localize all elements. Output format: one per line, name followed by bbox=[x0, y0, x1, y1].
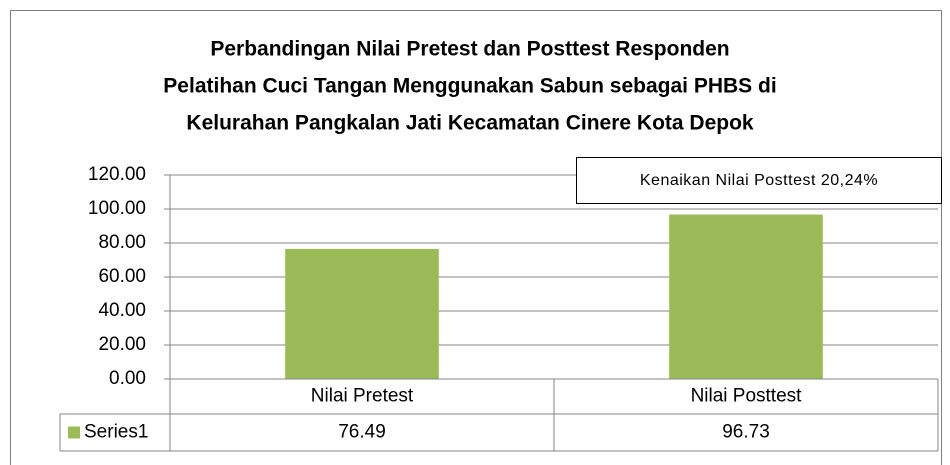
table-value: 76.49 bbox=[338, 422, 386, 443]
y-tick-label: 120.00 bbox=[88, 164, 146, 185]
annotation: Kenaikan Nilai Posttest 20,24% bbox=[640, 172, 878, 189]
y-tick-label: 100.00 bbox=[88, 198, 146, 219]
chart-title: Pelatihan Cuci Tangan Menggunakan Sabun … bbox=[163, 75, 776, 98]
legend-label: Series1 bbox=[84, 422, 148, 443]
chart-title: Kelurahan Pangkalan Jati Kecamatan Ciner… bbox=[186, 112, 754, 135]
bar bbox=[285, 248, 439, 379]
bar bbox=[669, 214, 823, 379]
y-tick-label: 80.00 bbox=[98, 232, 146, 253]
x-tick-label: Nilai Posttest bbox=[691, 386, 803, 407]
x-tick-label: Nilai Pretest bbox=[311, 386, 414, 407]
table-value: 96.73 bbox=[722, 422, 770, 443]
y-tick-label: 0.00 bbox=[109, 368, 146, 389]
y-tick-label: 40.00 bbox=[98, 300, 146, 321]
legend-key bbox=[68, 426, 80, 439]
chart-title: Perbandingan Nilai Pretest dan Posttest … bbox=[210, 38, 729, 61]
y-tick-label: 20.00 bbox=[98, 334, 146, 355]
y-tick-label: 60.00 bbox=[98, 266, 146, 287]
annotation-box bbox=[576, 157, 942, 204]
